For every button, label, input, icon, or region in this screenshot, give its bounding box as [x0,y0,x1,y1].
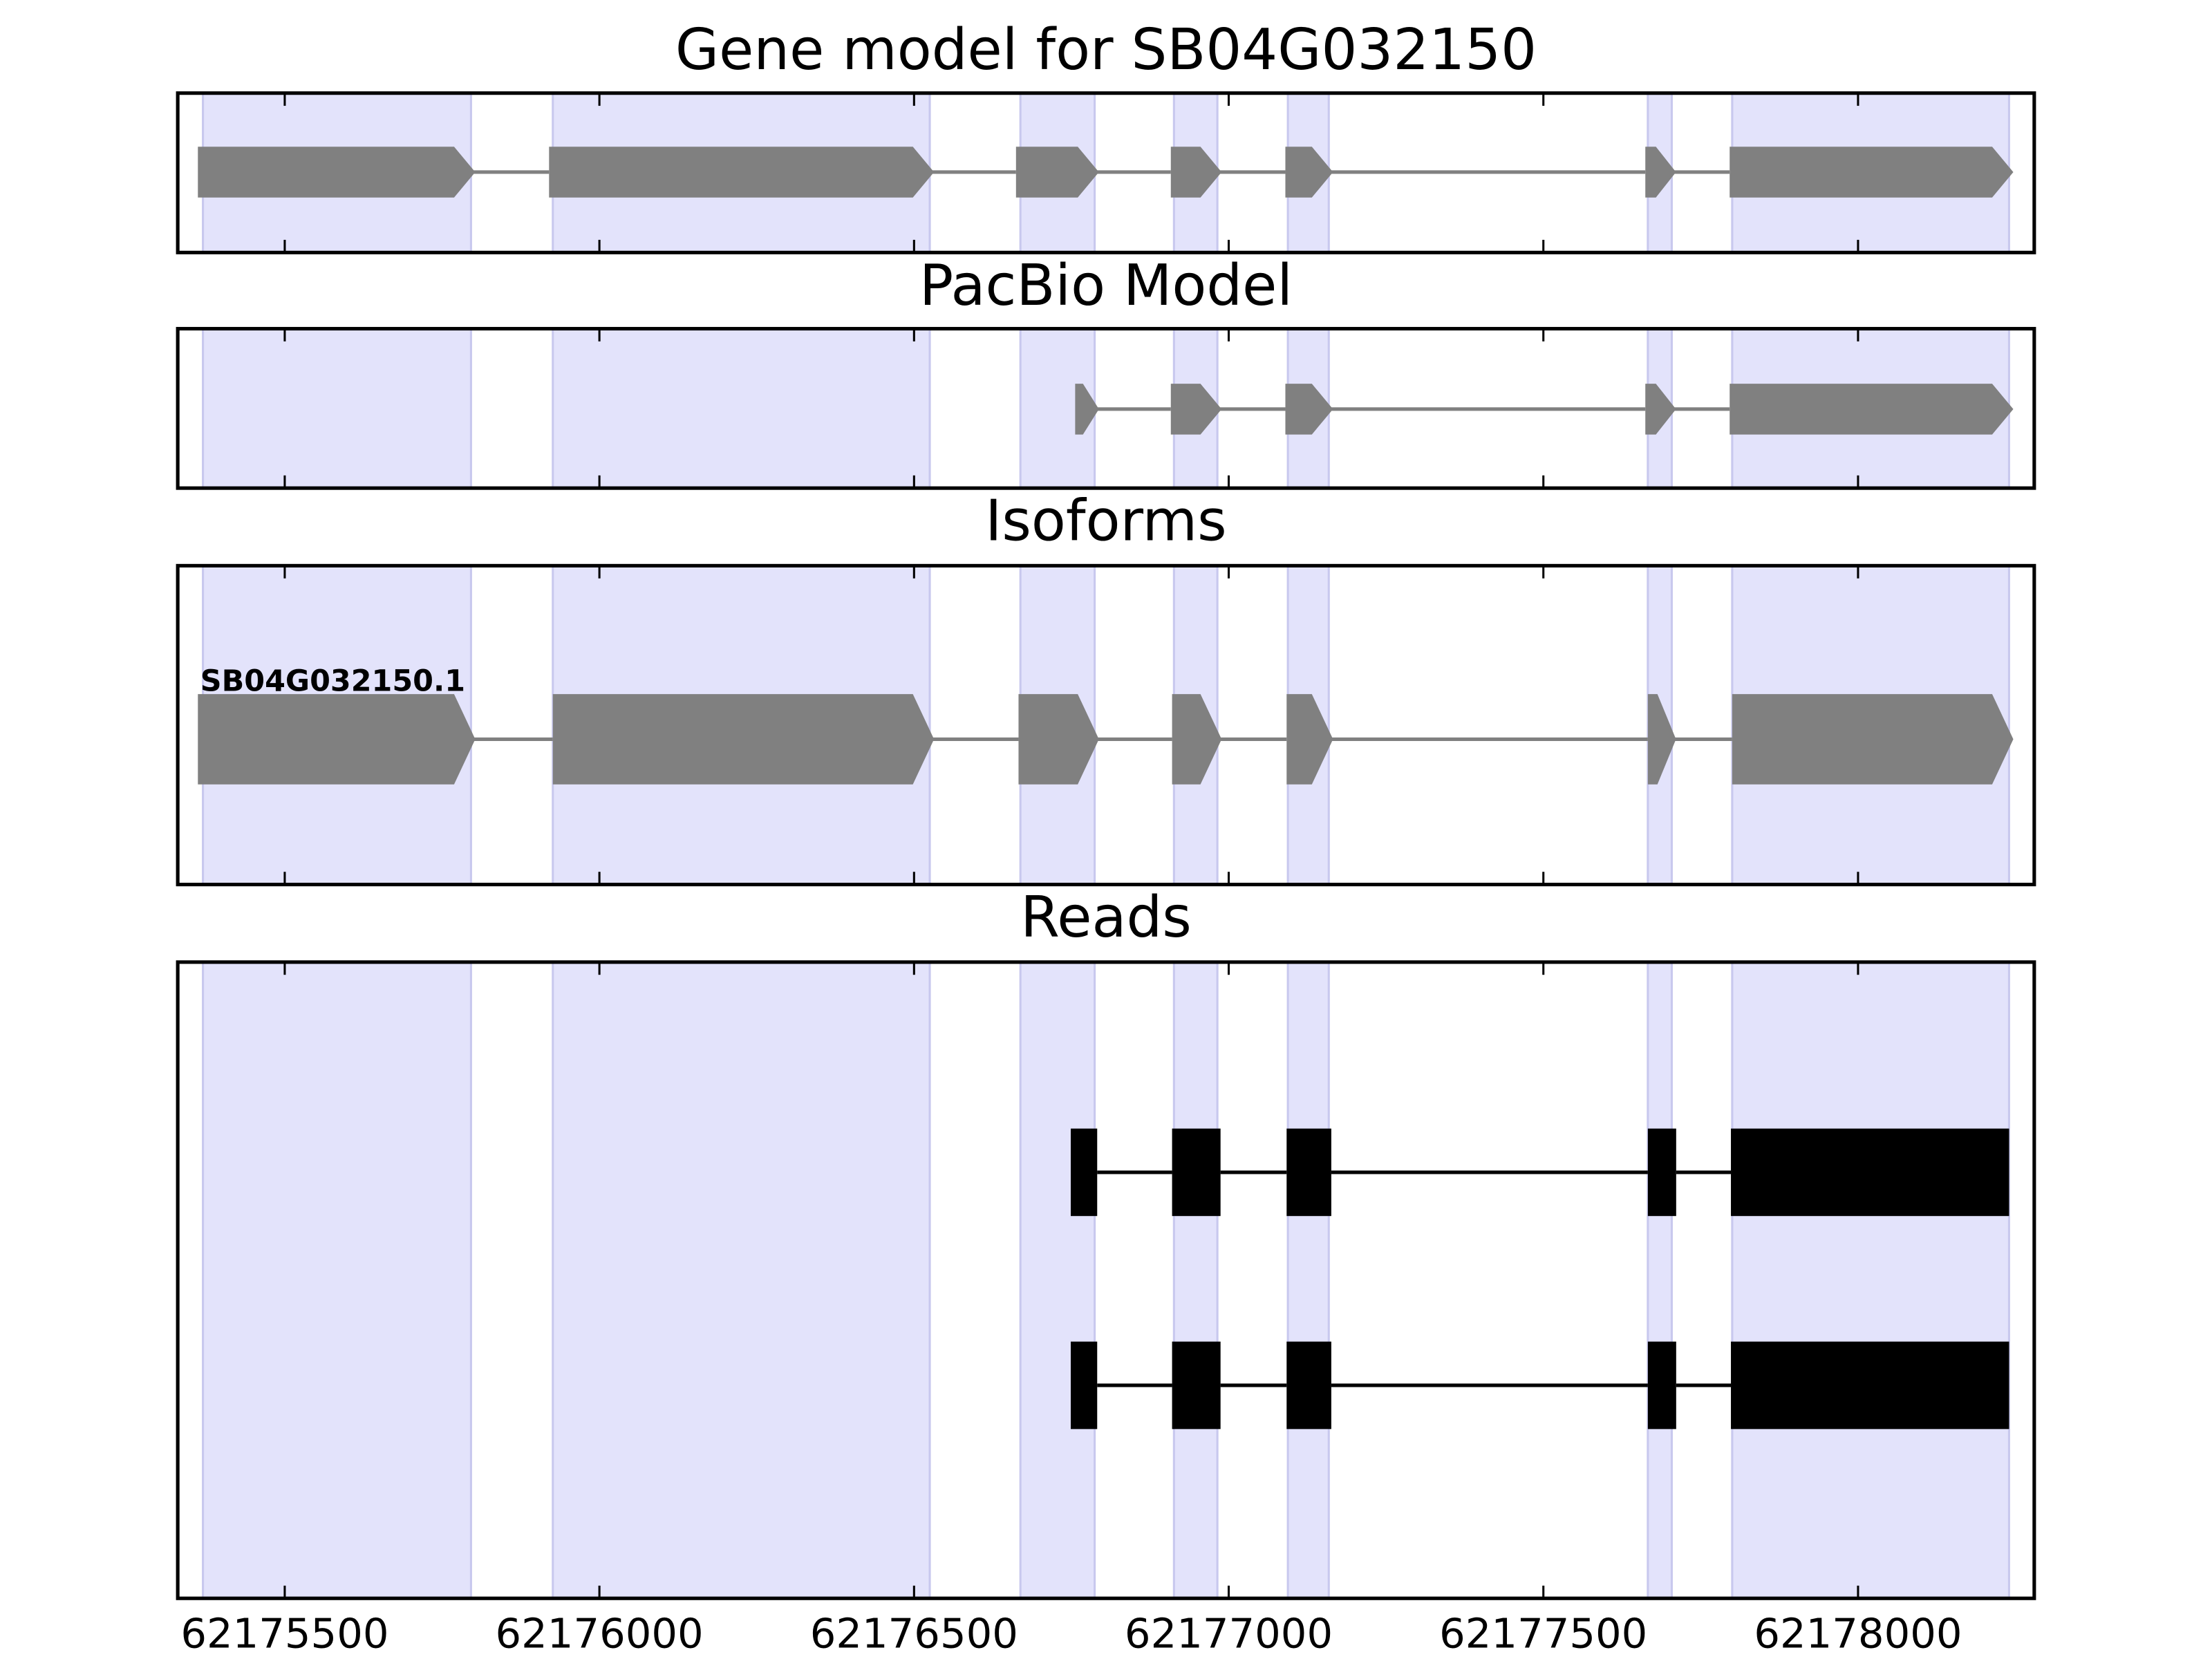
read-exon [1647,1128,1676,1217]
read-exon [1731,1128,2009,1217]
read-exon [1071,1341,1098,1430]
exon [552,694,935,785]
exon [1170,147,1222,198]
x-tick-label: 62176500 [810,1609,1018,1657]
highlight [1172,961,1219,1600]
read-exon [1731,1341,2009,1430]
exon [1170,384,1222,435]
highlight [552,327,931,489]
read-exon [1172,1341,1221,1430]
exon [1730,384,2014,435]
read-exon [1286,1128,1331,1217]
exon [549,147,935,198]
highlight [202,961,472,1600]
isoform-label: SB04G032150.1 [200,664,465,698]
exon [1730,147,2014,198]
exon [1172,694,1222,785]
highlight [1286,961,1330,1600]
exon [198,694,476,785]
exon [198,147,476,198]
panel-frame [176,326,2036,490]
highlight [1731,961,2010,1600]
exon [1286,694,1333,785]
exon [1015,147,1099,198]
exon [1018,694,1099,785]
panel-title: Reads [1020,885,1192,950]
x-tick-label: 62178000 [1754,1609,1962,1657]
read-exon [1286,1341,1331,1430]
exon [1732,694,2014,785]
read-exon [1172,1128,1221,1217]
exon [1647,694,1676,785]
highlight [1019,961,1096,1600]
panel-title: PacBio Model [919,253,1293,319]
read-exon [1071,1128,1098,1217]
x-tick-label: 62177000 [1125,1609,1333,1657]
exon [1075,384,1099,435]
highlight [552,961,931,1600]
x-tick-label: 62175500 [180,1609,388,1657]
panel-frame [176,960,2036,1600]
highlight [1647,961,1673,1600]
panel-title: Isoforms [985,489,1226,554]
panel-title: Gene model for SB04G032150 [675,17,1537,83]
x-tick-label: 62177500 [1439,1609,1647,1657]
panel-frame [176,563,2036,887]
panel-frame [176,91,2036,254]
x-tick-label: 62176000 [496,1609,704,1657]
read-exon [1647,1341,1676,1430]
exon [1285,147,1333,198]
exon [1645,147,1676,198]
highlight [202,327,472,489]
exon [1285,384,1333,435]
exon [1645,384,1676,435]
